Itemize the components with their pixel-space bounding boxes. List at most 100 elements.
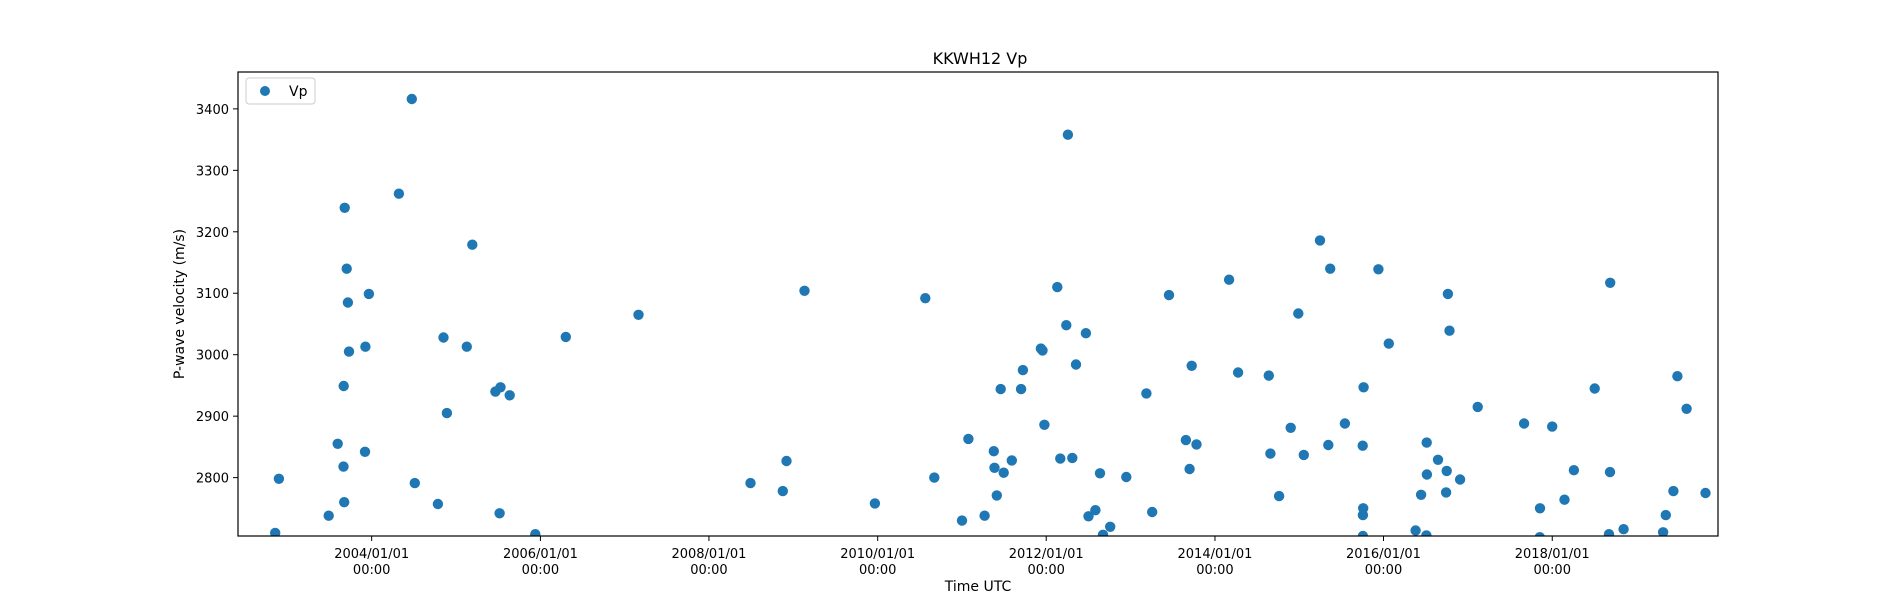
- data-point: [1285, 422, 1296, 433]
- data-point: [332, 438, 343, 449]
- data-point: [342, 297, 354, 308]
- x-tick-label: 2010/01/01: [840, 547, 915, 562]
- data-point: [979, 510, 990, 521]
- data-point: [869, 498, 881, 509]
- data-point: [461, 341, 472, 352]
- y-tick-label: 3100: [196, 287, 229, 302]
- data-point: [1070, 359, 1082, 370]
- data-point: [1444, 325, 1455, 336]
- data-point: [1441, 465, 1452, 477]
- data-point: [920, 293, 931, 304]
- data-point: [467, 239, 478, 250]
- legend-marker: [260, 86, 270, 96]
- x-tick-label-time: 00:00: [1534, 563, 1571, 578]
- data-point: [929, 472, 940, 483]
- data-point: [432, 498, 444, 510]
- data-point: [1163, 289, 1175, 301]
- data-point: [339, 497, 350, 508]
- data-point: [338, 380, 349, 392]
- data-point: [1232, 367, 1244, 378]
- legend: Vp: [245, 77, 316, 105]
- x-tick-label: 2012/01/01: [1009, 547, 1084, 562]
- data-point: [781, 455, 792, 467]
- plot-frame: [237, 71, 1719, 537]
- data-point: [1094, 468, 1106, 479]
- data-point: [1410, 525, 1421, 536]
- data-point: [1015, 383, 1027, 395]
- data-point: [1186, 360, 1197, 371]
- data-point: [560, 331, 571, 343]
- y-axis-label: P-wave velocity (m/s): [172, 229, 188, 379]
- data-point: [343, 346, 355, 357]
- data-point: [1700, 487, 1711, 499]
- data-point: [989, 462, 1000, 473]
- x-tick-label-time: 00:00: [1027, 563, 1064, 578]
- y-tick-label: 3300: [196, 164, 229, 179]
- data-point: [1061, 320, 1072, 331]
- data-point: [1314, 235, 1326, 246]
- data-point: [1518, 418, 1530, 429]
- legend-label-vp: Vp: [289, 84, 308, 100]
- y-tick-label: 3200: [196, 226, 229, 241]
- data-point: [1083, 511, 1094, 522]
- data-point: [1357, 530, 1369, 536]
- x-axis-label: Time UTC: [944, 579, 1012, 595]
- data-point: [1298, 449, 1310, 461]
- data-point: [530, 529, 541, 536]
- data-point: [1191, 439, 1202, 450]
- data-point: [745, 477, 756, 489]
- data-point: [1383, 338, 1395, 349]
- data-point: [1618, 524, 1629, 535]
- data-point: [1605, 277, 1616, 288]
- x-tick-label-time: 00:00: [522, 563, 559, 578]
- data-point: [1547, 421, 1558, 432]
- data-point: [1559, 494, 1570, 505]
- data-point: [1421, 469, 1433, 480]
- data-point: [1421, 437, 1432, 448]
- data-point: [777, 485, 788, 497]
- data-point: [495, 382, 506, 393]
- x-tick-label: 2008/01/01: [671, 547, 746, 562]
- data-point: [1184, 463, 1195, 475]
- data-point: [1432, 454, 1444, 465]
- data-points: [270, 93, 1711, 536]
- data-point: [963, 433, 974, 445]
- x-tick-label: 2016/01/01: [1346, 547, 1421, 562]
- data-point: [441, 407, 453, 419]
- x-tick-label: 2004/01/01: [334, 547, 409, 562]
- data-point: [341, 263, 352, 274]
- x-tick-label-time: 00:00: [353, 563, 390, 578]
- data-point: [1339, 418, 1351, 429]
- data-point: [1534, 532, 1545, 536]
- data-point: [270, 527, 281, 536]
- x-axis: 2004/01/0100:002006/01/0100:002008/01/01…: [334, 536, 1590, 578]
- y-tick-label: 2900: [196, 410, 229, 425]
- x-tick-label-time: 00:00: [690, 563, 727, 578]
- data-point: [338, 461, 349, 472]
- data-point: [998, 467, 1009, 478]
- data-point: [1472, 401, 1483, 413]
- data-point: [1672, 371, 1683, 382]
- data-point: [1121, 471, 1132, 483]
- data-point: [1017, 364, 1029, 376]
- data-point: [1265, 448, 1276, 459]
- data-point: [1067, 452, 1078, 464]
- data-point: [1273, 490, 1285, 502]
- data-point: [1668, 485, 1679, 497]
- data-point: [393, 188, 405, 199]
- data-point: [406, 93, 417, 105]
- data-point: [359, 446, 371, 457]
- data-point: [1037, 345, 1048, 356]
- data-point: [1681, 403, 1692, 414]
- data-point: [1534, 503, 1546, 514]
- data-point: [1055, 453, 1066, 464]
- data-point: [633, 309, 644, 320]
- data-point: [1657, 527, 1669, 536]
- data-point: [1325, 263, 1336, 274]
- data-point: [409, 477, 420, 489]
- data-point: [1141, 388, 1152, 399]
- data-point: [1357, 440, 1368, 451]
- y-tick-label: 3400: [196, 103, 229, 118]
- chart-title: KKWH12 Vp: [933, 49, 1028, 68]
